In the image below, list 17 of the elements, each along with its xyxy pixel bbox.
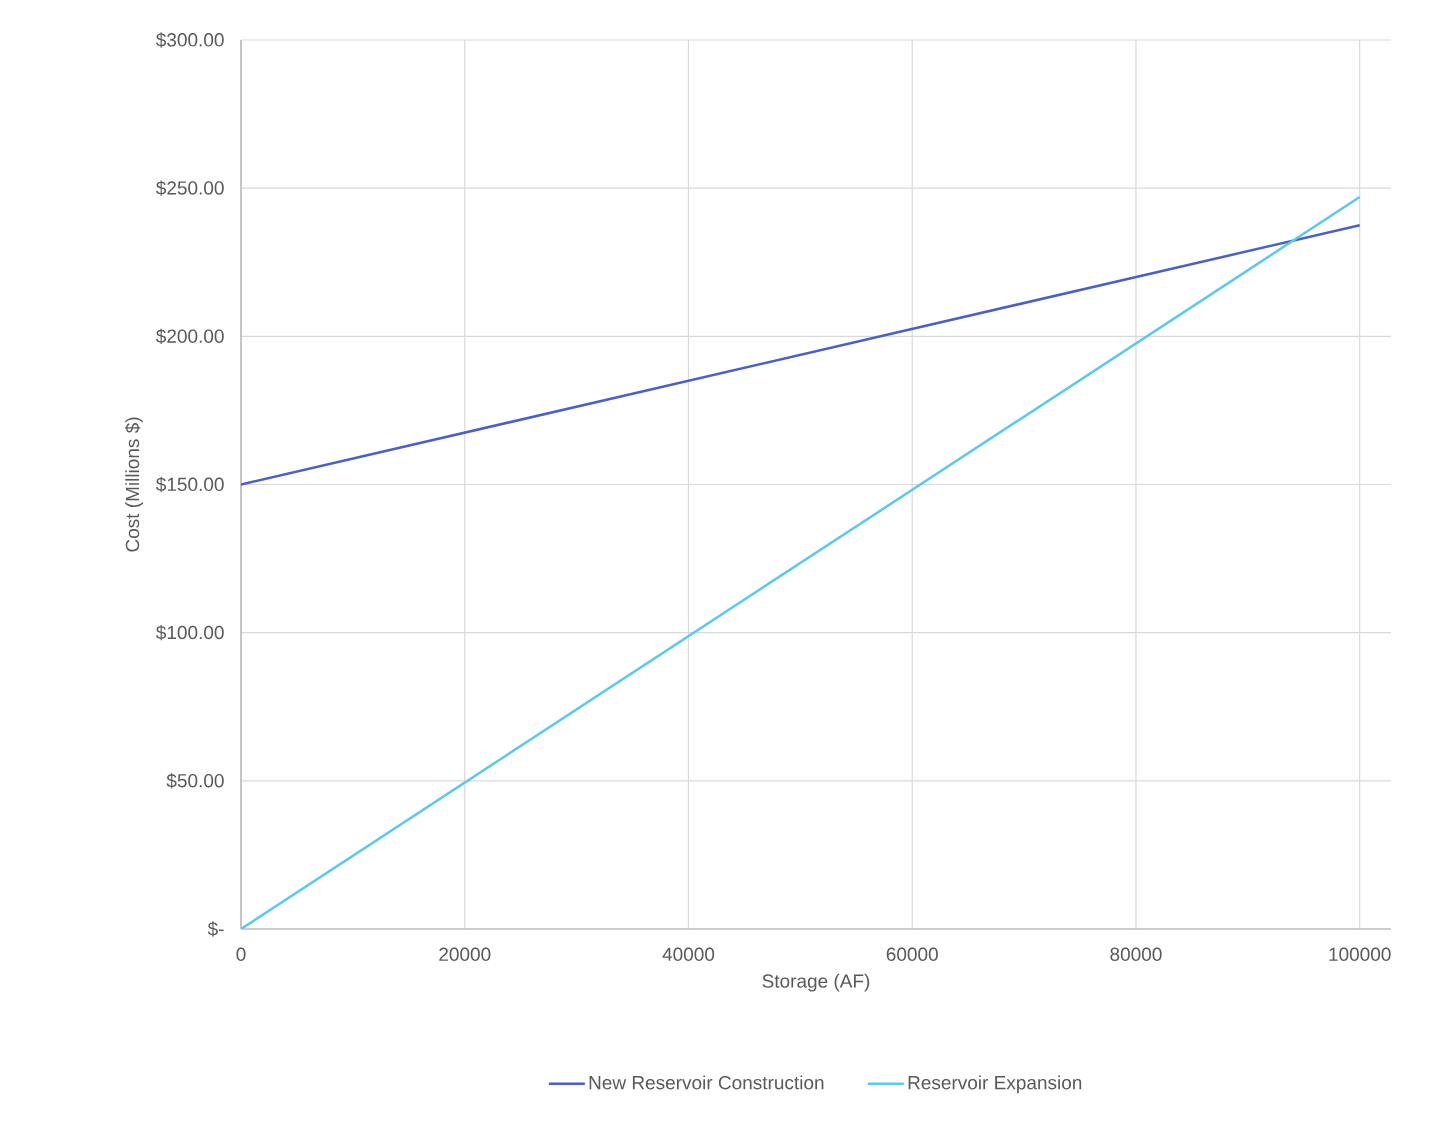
- y-tick-label: $-: [207, 921, 224, 937]
- x-tick-label: 80000: [1110, 947, 1162, 961]
- x-tick-label: 60000: [886, 947, 938, 961]
- x-tick-label: 100000: [1329, 947, 1391, 961]
- y-tick-label: $150.00: [155, 476, 224, 493]
- x-tick-label: 40000: [662, 947, 715, 961]
- y-tick-label: $100.00: [155, 624, 224, 641]
- x-tick-label: 0: [236, 947, 246, 961]
- legend-label: Reservoir Expansion: [908, 1075, 1082, 1094]
- y-axis-title: Cost (Millions $): [124, 417, 143, 552]
- x-axis-title: Storage (AF): [762, 973, 870, 992]
- y-tick-label: $200.00: [155, 328, 224, 345]
- y-tick-label: $50.00: [166, 773, 224, 789]
- y-tick-label: $300.00: [155, 32, 224, 48]
- legend-label: New Reservoir Construction: [589, 1075, 824, 1090]
- x-tick-label: 20000: [439, 947, 491, 961]
- y-tick-label: $250.00: [155, 180, 224, 196]
